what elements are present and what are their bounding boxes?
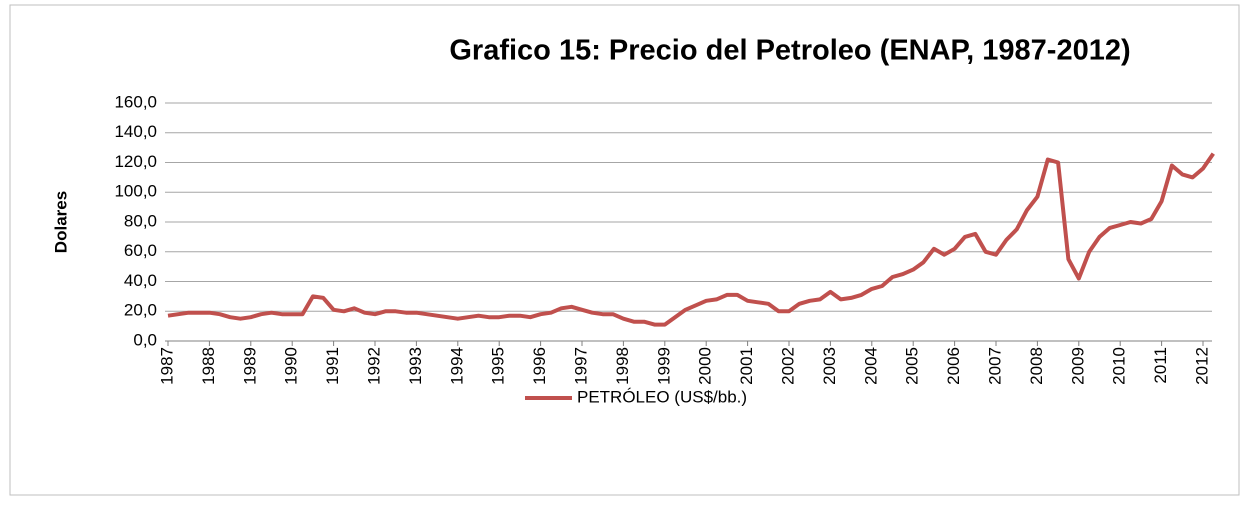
x-tick-label: 2006 <box>944 347 963 385</box>
y-tick-label: 20,0 <box>124 301 157 320</box>
x-tick-label: 2012 <box>1192 347 1211 385</box>
y-tick-label: 140,0 <box>114 122 157 141</box>
x-tick-label: 2004 <box>861 347 880 385</box>
x-tick-label: 1987 <box>157 347 176 385</box>
x-tick-label: 2011 <box>1151 347 1170 384</box>
y-tick-label: 80,0 <box>124 211 157 230</box>
x-tick-label: 1996 <box>530 347 549 385</box>
x-tick-label: 1989 <box>240 347 259 385</box>
chart-border <box>9 4 1240 496</box>
y-tick-label: 160,0 <box>114 92 157 111</box>
x-tick-label: 2010 <box>1110 347 1129 385</box>
x-tick-label: 1993 <box>406 347 425 385</box>
x-tick-label: 2009 <box>1068 347 1087 385</box>
data-line <box>167 152 1215 327</box>
x-tick-label: 1988 <box>199 347 218 385</box>
y-tick-label: 60,0 <box>124 241 157 260</box>
x-tick-label: 1995 <box>489 347 508 385</box>
x-tick-label: 2008 <box>1027 347 1046 385</box>
x-tick-label: 2002 <box>778 347 797 385</box>
x-tick-label: 1990 <box>282 347 301 385</box>
x-tick-label: 2000 <box>696 347 715 385</box>
x-tick-label: 1992 <box>364 347 383 385</box>
x-tick-label: 2003 <box>820 347 839 385</box>
x-tick-label: 1998 <box>613 347 632 385</box>
x-tick-label: 1994 <box>447 347 466 385</box>
y-tick-label: 120,0 <box>114 152 157 171</box>
x-tick-label: 1991 <box>323 347 342 385</box>
y-axis-label: Dolares <box>51 191 70 253</box>
x-tick-label: 2005 <box>903 347 922 385</box>
legend-label: PETRÓLEO (US$/bb.) <box>577 387 747 406</box>
chart-title: Grafico 15: Precio del Petroleo (ENAP, 1… <box>449 35 1130 67</box>
x-tick-label: 2001 <box>737 347 756 385</box>
x-tick-label: 2007 <box>985 347 1004 385</box>
x-tick-label: 1997 <box>571 347 590 385</box>
x-tick-label: 1999 <box>654 347 673 385</box>
y-tick-label: 40,0 <box>124 271 157 290</box>
y-tick-label: 0,0 <box>133 330 157 349</box>
y-tick-label: 100,0 <box>114 182 157 201</box>
